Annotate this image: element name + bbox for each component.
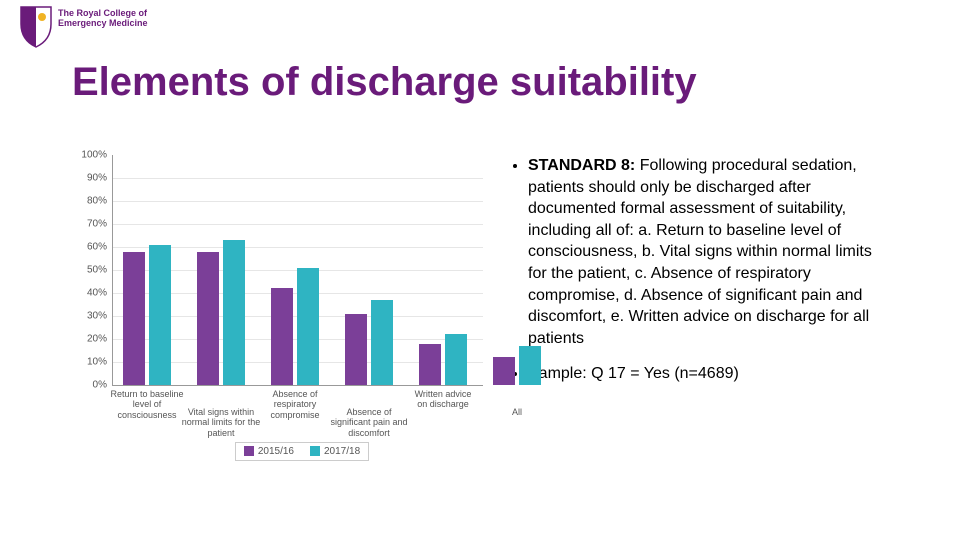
y-tick: 70% bbox=[73, 219, 107, 230]
legend-swatch bbox=[244, 446, 254, 456]
x-label: Vital signs within normal limits for the… bbox=[179, 407, 263, 438]
bar-group bbox=[493, 346, 541, 385]
bar bbox=[149, 245, 171, 385]
bar bbox=[493, 357, 515, 385]
bar bbox=[519, 346, 541, 385]
x-label: Written advice on discharge bbox=[409, 389, 477, 410]
bar bbox=[419, 344, 441, 385]
x-label: Absence of significant pain and discomfo… bbox=[327, 407, 411, 438]
bar bbox=[445, 334, 467, 385]
x-label: Absence of respiratory compromise bbox=[253, 389, 337, 420]
legend-item: 2015/16 bbox=[244, 446, 294, 457]
y-tick: 20% bbox=[73, 334, 107, 345]
bar-group bbox=[197, 240, 245, 385]
bullet-standard8-text: Following procedural sedation, patients … bbox=[528, 157, 872, 347]
bar-group bbox=[271, 268, 319, 385]
bar-group bbox=[345, 300, 393, 385]
y-tick: 10% bbox=[73, 357, 107, 368]
bar bbox=[371, 300, 393, 385]
x-label: All bbox=[497, 407, 537, 417]
org-name: The Royal College of Emergency Medicine bbox=[58, 6, 148, 29]
bar-group bbox=[123, 245, 171, 385]
content-row: 0%10%20%30%40%50%60%70%80%90%100%Return … bbox=[72, 155, 892, 461]
gridline bbox=[113, 178, 483, 179]
bar bbox=[223, 240, 245, 385]
bullet-sample: Sample: Q 17 = Yes (n=4689) bbox=[528, 363, 892, 385]
bar bbox=[197, 252, 219, 385]
y-tick: 80% bbox=[73, 196, 107, 207]
chart-container: 0%10%20%30%40%50%60%70%80%90%100%Return … bbox=[72, 155, 492, 461]
legend-label: 2017/18 bbox=[324, 446, 360, 457]
legend-item: 2017/18 bbox=[310, 446, 360, 457]
org-name-line1: The Royal College of bbox=[58, 8, 148, 18]
y-tick: 0% bbox=[73, 380, 107, 391]
bar bbox=[345, 314, 367, 385]
bar bbox=[123, 252, 145, 385]
bar-chart: 0%10%20%30%40%50%60%70%80%90%100%Return … bbox=[112, 155, 483, 386]
legend-label: 2015/16 bbox=[258, 446, 294, 457]
org-logo: The Royal College of Emergency Medicine bbox=[20, 6, 148, 48]
y-tick: 30% bbox=[73, 311, 107, 322]
page-title: Elements of discharge suitability bbox=[72, 60, 697, 105]
bullet-standard8: STANDARD 8: Following procedural sedatio… bbox=[528, 155, 892, 349]
bar bbox=[271, 288, 293, 385]
chart-legend: 2015/16 2017/18 bbox=[235, 442, 369, 461]
gridline bbox=[113, 224, 483, 225]
bar bbox=[297, 268, 319, 385]
legend-swatch bbox=[310, 446, 320, 456]
x-label: Return to baseline level of consciousnes… bbox=[105, 389, 189, 420]
y-tick: 60% bbox=[73, 242, 107, 253]
bullet-standard8-label: STANDARD 8: bbox=[528, 157, 635, 174]
shield-icon bbox=[20, 6, 52, 48]
gridline bbox=[113, 201, 483, 202]
bar-group bbox=[419, 334, 467, 385]
y-tick: 40% bbox=[73, 288, 107, 299]
y-tick: 50% bbox=[73, 265, 107, 276]
description: STANDARD 8: Following procedural sedatio… bbox=[510, 155, 892, 461]
y-tick: 100% bbox=[73, 150, 107, 161]
org-name-line2: Emergency Medicine bbox=[58, 18, 148, 28]
y-tick: 90% bbox=[73, 173, 107, 184]
